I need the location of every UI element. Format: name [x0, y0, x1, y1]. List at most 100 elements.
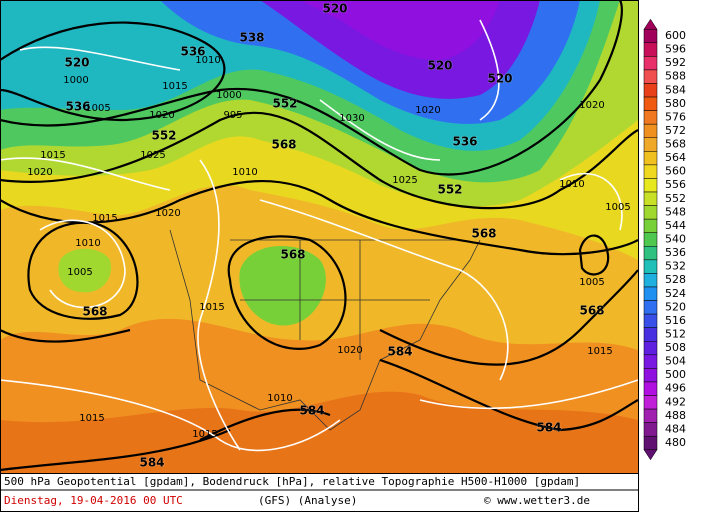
colorbar-label: 528	[665, 273, 686, 286]
footer-frame	[0, 473, 639, 512]
colorbar-label: 488	[665, 409, 686, 422]
colorbar-arrow-bottom	[643, 449, 658, 461]
colorbar-swatch	[643, 96, 658, 111]
contour-label: 584	[139, 456, 164, 470]
date: Dienstag, 19-04-2016 00 UTC	[4, 494, 183, 507]
contour-label: 538	[239, 31, 264, 45]
isobar-label: 1015	[199, 302, 224, 313]
colorbar-swatch	[643, 354, 658, 369]
colorbar-swatch	[643, 286, 658, 301]
colorbar-swatch	[643, 435, 658, 451]
colorbar-swatch	[643, 341, 658, 356]
contour-label: 552	[272, 97, 297, 111]
colorbar-label: 560	[665, 165, 686, 178]
colorbar-swatch	[643, 28, 658, 44]
colorbar-swatch	[643, 300, 658, 315]
footer-title: 500 hPa Geopotential [gpdam], Bodendruck…	[4, 475, 580, 488]
map	[0, 0, 639, 473]
colorbar-label: 508	[665, 341, 686, 354]
colorbar-swatch	[643, 191, 658, 206]
contour-label: 536	[452, 135, 477, 149]
colorbar-swatch	[643, 110, 658, 125]
colorbar-swatch	[643, 164, 658, 179]
colorbar-label: 512	[665, 327, 686, 340]
colorbar-label: 480	[665, 436, 686, 449]
isobar-label: 1015	[162, 81, 187, 92]
isobar-label: 1015	[92, 213, 117, 224]
contour-label: 584	[299, 404, 324, 418]
isobar-label: 1015	[79, 413, 104, 424]
contour-label: 568	[579, 304, 604, 318]
colorbar-swatch	[643, 151, 658, 166]
contour-label: 536	[65, 100, 90, 114]
colorbar-label: 544	[665, 219, 686, 232]
contour-label: 552	[151, 129, 176, 143]
colorbar-label: 600	[665, 29, 686, 42]
contour-label: 568	[271, 138, 296, 152]
colorbar-swatch	[643, 273, 658, 288]
colorbar-label: 524	[665, 287, 686, 300]
colorbar-label: 572	[665, 124, 686, 137]
isobar-label: 1010	[267, 393, 292, 404]
isobar-label: 1025	[392, 175, 417, 186]
contour-label: 584	[536, 421, 561, 435]
isobar-label: 1025	[140, 150, 165, 161]
colorbar-label: 556	[665, 178, 686, 191]
contour-label: 536	[180, 45, 205, 59]
contour-label: 520	[427, 59, 452, 73]
isobar-label: 1010	[75, 238, 100, 249]
isobar-label: 1020	[579, 100, 604, 111]
contour-label: 520	[64, 56, 89, 70]
colorbar-label: 588	[665, 70, 686, 83]
colorbar-swatch	[643, 178, 658, 193]
contour-label: 584	[387, 345, 412, 359]
credit: © www.wetter3.de	[484, 494, 590, 507]
colorbar-swatch	[643, 42, 658, 57]
colorbar-label: 532	[665, 260, 686, 273]
colorbar-label: 540	[665, 233, 686, 246]
contour-label: 568	[471, 227, 496, 241]
colorbar-swatch	[643, 246, 658, 261]
isobar-label: 1000	[63, 75, 88, 86]
isobar-label: 995	[223, 110, 242, 121]
colorbar-label: 484	[665, 422, 686, 435]
colorbar-swatch	[643, 327, 658, 342]
colorbar-label: 548	[665, 205, 686, 218]
isobar-label: 1010	[559, 179, 584, 190]
colorbar-label: 496	[665, 382, 686, 395]
isobar-label: 1020	[415, 105, 440, 116]
colorbar-swatch	[643, 381, 658, 396]
isobar-label: 1015	[587, 346, 612, 357]
colorbar-label: 584	[665, 83, 686, 96]
isobar-label: 1030	[339, 113, 364, 124]
contour-label: 520	[487, 72, 512, 86]
colorbar-label: 492	[665, 395, 686, 408]
isobar-label: 1005	[579, 277, 604, 288]
isobar-label: 1015	[192, 429, 217, 440]
colorbar-swatch	[643, 422, 658, 437]
colorbar-swatch	[643, 395, 658, 410]
colorbar-arrow-top	[643, 18, 658, 30]
colorbar-swatch	[643, 368, 658, 383]
isobar-label: 1020	[27, 167, 52, 178]
colorbar-swatch	[643, 259, 658, 274]
isobar-label: 1005	[605, 202, 630, 213]
colorbar-label: 568	[665, 138, 686, 151]
contour-label: 568	[280, 248, 305, 262]
colorbar-label: 596	[665, 43, 686, 56]
colorbar-label: 516	[665, 314, 686, 327]
colorbar-label: 592	[665, 56, 686, 69]
colorbar-label: 580	[665, 97, 686, 110]
colorbar-swatch	[643, 69, 658, 84]
colorbar-label: 552	[665, 192, 686, 205]
colorbar-label: 504	[665, 355, 686, 368]
isobar-label: 1010	[195, 55, 220, 66]
contour-label: 568	[82, 305, 107, 319]
isobar-label: 1020	[337, 345, 362, 356]
colorbar-swatch	[643, 313, 658, 328]
colorbar-swatch	[643, 232, 658, 247]
isobar-label: 1000	[216, 90, 241, 101]
colorbar-swatch	[643, 218, 658, 233]
contour-label: 552	[437, 183, 462, 197]
colorbar-label: 564	[665, 151, 686, 164]
